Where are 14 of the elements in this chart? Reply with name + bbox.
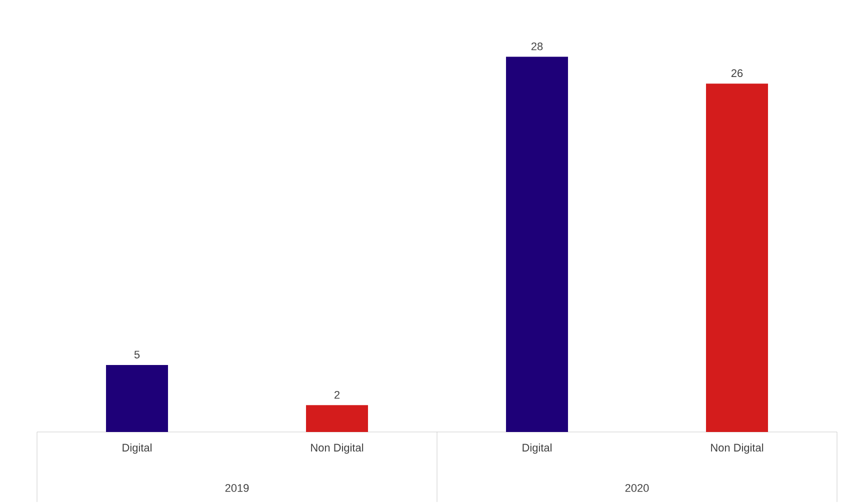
text: 2019 <box>225 484 249 492</box>
x-tick-label: Non Digital <box>311 444 364 454</box>
x-tick-label: Digital <box>122 444 152 454</box>
data-label: 2 <box>334 391 340 399</box>
bar <box>706 84 768 432</box>
text: 2020 <box>625 484 649 492</box>
x-tick-label: Non Digital <box>711 444 764 454</box>
data-label: 5 <box>134 350 140 358</box>
bar <box>106 364 168 432</box>
bar <box>506 56 568 432</box>
data-label: 28 <box>531 42 543 50</box>
data-label: 26 <box>731 69 743 78</box>
x-tick-label: Digital <box>522 444 552 454</box>
bar <box>306 405 368 432</box>
